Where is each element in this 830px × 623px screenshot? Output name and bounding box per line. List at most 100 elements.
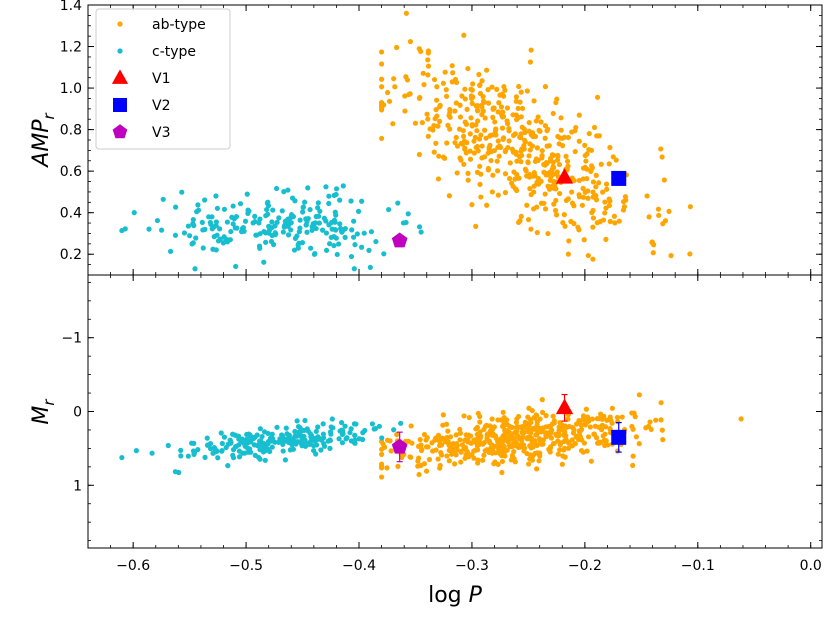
ab-type-point (531, 183, 537, 189)
ab-type-point (565, 416, 571, 422)
ab-type-point (534, 466, 540, 472)
c-type-point (221, 234, 227, 240)
ab-type-point (516, 83, 522, 90)
bottom-panel: −1 0 1 −0.6 −0.5 −0.4 −0.3 −0.2 −0.1 0.0 (61, 274, 823, 574)
c-type-point (240, 224, 246, 231)
c-type-point (207, 219, 213, 226)
ab-type-point (457, 430, 464, 436)
ab-type-point (495, 449, 501, 455)
c-type-point (233, 214, 240, 220)
legend-entry-V3: V3 (112, 124, 170, 141)
ab-type-point (545, 230, 551, 237)
ab-type-point (542, 123, 548, 129)
c-type-point (243, 437, 250, 443)
ab-type-point (515, 105, 521, 112)
ab-type-point (585, 195, 591, 201)
c-type-point (221, 206, 228, 212)
c-type-point (398, 420, 404, 426)
ab-type-point (538, 119, 544, 125)
ab-type-point (576, 138, 582, 144)
ab-type-point (477, 419, 483, 425)
ab-type-point (552, 207, 559, 214)
ab-type-point (554, 96, 560, 102)
c-type-point (214, 232, 220, 238)
ab-type-point (415, 463, 421, 469)
ab-type-point (474, 424, 480, 430)
ab-type-point (606, 196, 612, 202)
ab-type-point (379, 84, 385, 90)
ab-type-point (421, 82, 427, 88)
c-type-point (302, 199, 308, 205)
c-type-point (323, 247, 330, 253)
c-type-point (296, 229, 302, 235)
c-type-point (269, 225, 275, 231)
ab-type-point (470, 94, 476, 100)
ab-type-point (419, 120, 425, 126)
ab-type-point (537, 416, 543, 422)
ab-type-point (539, 409, 546, 415)
ab-type-point (581, 237, 587, 243)
ab-type-point (614, 414, 621, 421)
c-type-point (294, 418, 300, 424)
c-type-point (195, 446, 201, 453)
ab-type-point (480, 94, 486, 100)
ab-type-point (556, 161, 563, 168)
ab-type-point (555, 451, 561, 457)
ab-type-point (466, 432, 472, 438)
c-type-point (224, 239, 231, 245)
ab-type-point (687, 204, 693, 210)
ab-type-point (596, 180, 602, 186)
ab-type-point (548, 174, 554, 180)
c-type-point (405, 211, 411, 217)
ab-type-point (381, 102, 387, 108)
c-type-point (362, 427, 368, 434)
ab-type-point (569, 189, 575, 195)
ab-type-point (531, 98, 537, 104)
ab-type-point (586, 146, 592, 153)
c-type-point (283, 425, 289, 431)
c-type-point (372, 426, 379, 432)
c-type-point (192, 266, 198, 272)
ab-type-point (602, 442, 608, 449)
c-type-point (352, 432, 358, 439)
c-type-point (214, 205, 221, 211)
ab-type-point (524, 202, 530, 208)
ab-type-point (394, 431, 400, 438)
ab-type-point (384, 437, 391, 443)
ab-type-point (405, 438, 412, 444)
c-type-point (254, 432, 260, 438)
ab-type-point (571, 220, 577, 227)
ab-type-point (524, 88, 530, 94)
c-type-point (190, 448, 197, 454)
ab-type-point (435, 123, 441, 129)
c-type-point (315, 200, 321, 206)
ab-type-point (467, 156, 474, 162)
ab-type-point (457, 437, 463, 443)
ab-type-point (491, 461, 497, 467)
ab-type-point (551, 178, 557, 185)
ab-type-point (560, 220, 566, 226)
ab-type-point (402, 108, 408, 114)
x-tick-label: 0.0 (800, 558, 822, 574)
ab-type-point (407, 38, 413, 45)
ab-type-point (482, 115, 488, 121)
c-type-point (326, 193, 332, 199)
ab-type-point (528, 435, 535, 441)
y-tick-label: 1 (73, 478, 82, 494)
V3-marker (391, 232, 408, 248)
ab-type-point (541, 200, 547, 206)
ab-type-point (445, 440, 451, 446)
c-type-point (285, 232, 292, 238)
ab-type-point (435, 176, 442, 182)
ab-type-point (419, 446, 425, 452)
c-type-point (232, 444, 239, 450)
y-tick-label: 0.8 (60, 123, 82, 139)
ab-type-point (534, 229, 540, 236)
legend-label: V3 (152, 125, 170, 141)
c-type-point (299, 435, 305, 441)
c-type-point (359, 198, 365, 204)
c-type-point (200, 245, 206, 251)
ab-type-point (464, 106, 470, 112)
c-type-point (332, 209, 338, 215)
V2-marker (611, 170, 627, 186)
